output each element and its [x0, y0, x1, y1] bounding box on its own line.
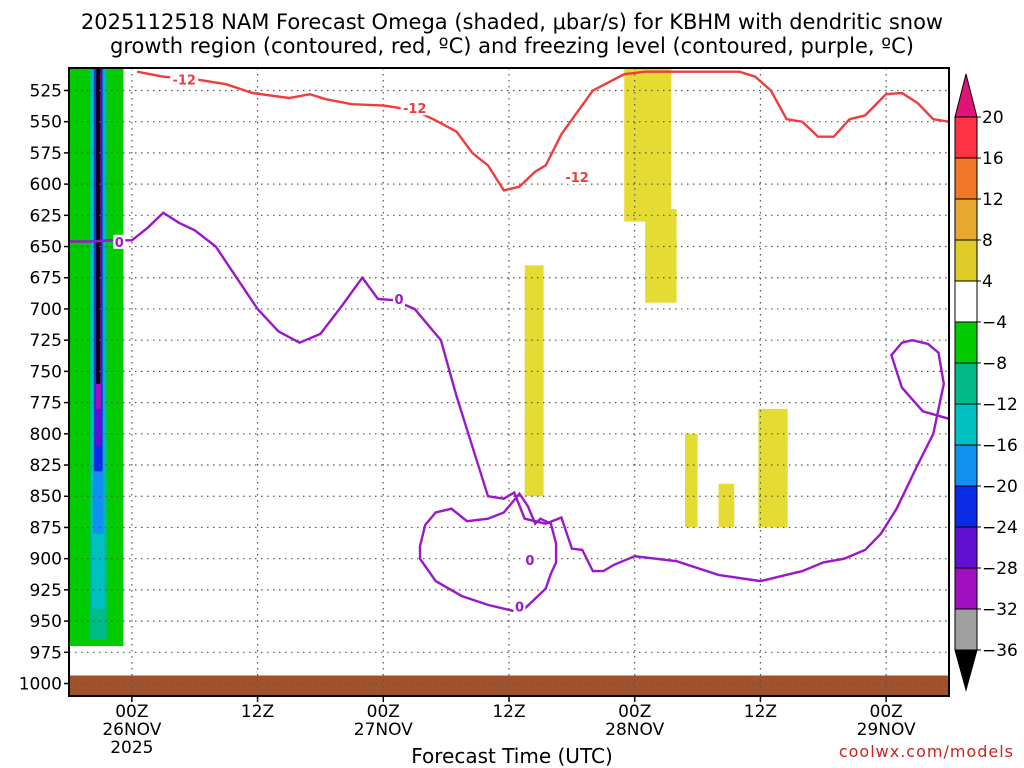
colorbar: 20 16 12 8 4 −4 −8 −12 −16 −20 −24 −28 −32 −36	[954, 73, 1018, 692]
colorbar-segment-8	[954, 444, 978, 487]
y-tick-label-950: 950	[30, 612, 62, 632]
colorbar-top-arrow	[954, 73, 978, 118]
colorbar-label-6: −8	[982, 354, 1007, 374]
y-tick-label-1000: 1000	[19, 675, 62, 695]
colorbar-label-9: −20	[982, 477, 1018, 497]
y-axis: 525 550 575 600 625 650 675 700 725 750 775 800 825 8…	[19, 81, 69, 695]
colorbar-segment-11	[954, 567, 978, 610]
surface-band	[69, 675, 949, 696]
colorbar-segment-4	[954, 280, 978, 323]
colorbar-label-7: −12	[982, 395, 1018, 415]
omega-region-5	[758, 408, 788, 528]
dgz-label-1: -12	[403, 102, 427, 117]
chart-title-line-2: growth region (contoured, red, ºC) and f…	[110, 34, 914, 58]
contour-layer: -12 -12 -12 0 0 0 0	[69, 70, 949, 615]
x-tick-label-0-0: 00Z	[115, 702, 148, 722]
omega-region-4	[718, 483, 735, 528]
colorbar-segment-0	[954, 116, 978, 159]
dgz-label-bg-0	[170, 72, 199, 87]
fz-label-2: 0	[525, 554, 534, 569]
freezing-level-loop-contour	[418, 491, 558, 613]
colorbar-segment-7	[954, 403, 978, 446]
x-axis-title: Forecast Time (UTC)	[411, 744, 613, 768]
plot-frame	[68, 67, 950, 697]
x-tick-label-6-0: 00Z	[870, 702, 903, 722]
freezing-level-contour	[69, 211, 949, 583]
fz-label-bg-2	[523, 553, 536, 568]
grid-lines	[69, 68, 949, 696]
colorbar-label-2: 12	[982, 190, 1004, 210]
y-tick-label-650: 650	[30, 238, 62, 258]
dgz-minus12-contour	[136, 70, 949, 192]
y-tick-label-625: 625	[30, 206, 62, 226]
y-tick-label-675: 675	[30, 269, 62, 289]
y-tick-label-725: 725	[30, 331, 62, 351]
fz-label-bg-3	[513, 599, 526, 614]
colorbar-label-11: −28	[982, 559, 1018, 579]
colorbar-label-8: −16	[982, 436, 1018, 456]
colorbar-segment-5	[954, 321, 978, 364]
y-tick-label-775: 775	[30, 394, 62, 414]
dgz-label-bg-2	[563, 169, 592, 184]
fz-label-0: 0	[115, 236, 124, 251]
x-tick-label-2-1: 27NOV	[354, 720, 413, 740]
colorbar-segment-6	[954, 362, 978, 405]
colorbar-segment-10	[954, 526, 978, 569]
y-tick-label-825: 825	[30, 456, 62, 476]
colorbar-segment-9	[954, 485, 978, 528]
y-tick-label-700: 700	[30, 300, 62, 320]
x-tick-label-0-1: 26NOV	[102, 720, 161, 740]
y-tick-label-900: 900	[30, 550, 62, 570]
colorbar-label-5: −4	[982, 313, 1007, 333]
omega-region-0	[624, 68, 672, 222]
colorbar-segment-12	[954, 608, 978, 651]
fz-label-bg-1	[393, 292, 405, 307]
colorbar-segment-3	[954, 239, 978, 282]
y-tick-label-750: 750	[30, 362, 62, 382]
colorbar-label-10: −24	[982, 518, 1018, 538]
fz-label-bg-0	[113, 234, 126, 249]
y-tick-label-850: 850	[30, 487, 62, 507]
omega-core-layer-6	[96, 68, 101, 384]
colorbar-label-0: 20	[982, 108, 1004, 128]
x-tick-label-1-0: 12Z	[241, 702, 274, 722]
x-tick-label-2-0: 00Z	[367, 702, 400, 722]
chart-title-line-1: 2025112518 NAM Forecast Omega (shaded, μ…	[80, 10, 944, 34]
y-tick-label-550: 550	[30, 113, 62, 133]
dgz-label-bg-1	[400, 101, 429, 116]
colorbar-segment-1	[954, 157, 978, 200]
dgz-label-2: -12	[565, 171, 589, 186]
y-tick-label-525: 525	[30, 81, 62, 101]
y-tick-label-575: 575	[30, 144, 62, 164]
y-tick-label-875: 875	[30, 518, 62, 538]
colorbar-label-13: −36	[982, 641, 1018, 661]
x-tick-label-5-0: 12Z	[744, 702, 777, 722]
colorbar-label-3: 8	[982, 231, 993, 251]
dgz-label-0: -12	[172, 73, 196, 88]
omega-region-2	[524, 265, 544, 497]
credit-text: coolwx.com/models	[838, 742, 1014, 761]
colorbar-bottom-arrow	[954, 649, 978, 692]
y-tick-label-800: 800	[30, 425, 62, 445]
colorbar-label-12: −32	[982, 600, 1018, 620]
omega-region-3	[685, 433, 698, 528]
fz-label-1: 0	[394, 293, 403, 308]
fz-label-3: 0	[515, 600, 524, 615]
y-tick-label-975: 975	[30, 643, 62, 663]
x-tick-label-6-1: 29NOV	[857, 720, 916, 740]
x-tick-label-4-1: 28NOV	[605, 720, 664, 740]
plot-fill-layer	[69, 68, 949, 696]
x-tick-label-4-0: 00Z	[618, 702, 651, 722]
x-tick-label-3-0: 12Z	[492, 702, 525, 722]
colorbar-label-4: 4	[982, 272, 993, 292]
y-tick-label-600: 600	[30, 175, 62, 195]
omega-region-1	[645, 209, 677, 303]
y-tick-label-925: 925	[30, 581, 62, 601]
x-tick-label-0-2: 2025	[110, 738, 153, 758]
colorbar-label-1: 16	[982, 149, 1004, 169]
colorbar-segment-2	[954, 198, 978, 241]
